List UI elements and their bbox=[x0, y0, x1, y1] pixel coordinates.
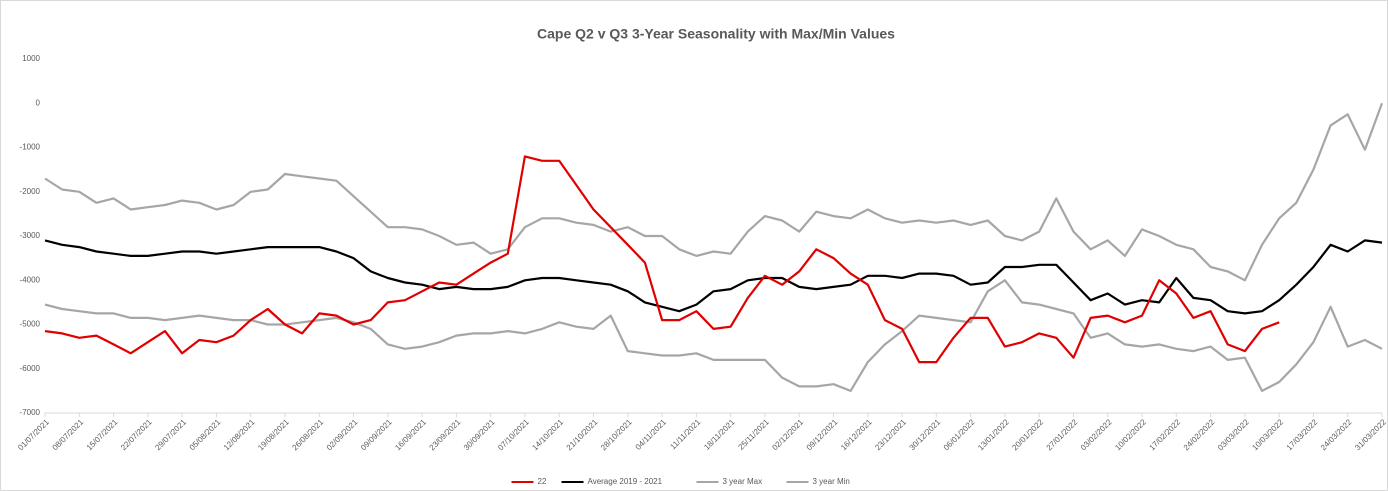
y-tick-label: -3000 bbox=[20, 231, 41, 240]
y-tick-label: 1000 bbox=[22, 54, 40, 63]
series-line bbox=[44, 279, 1383, 392]
legend-label: 3 year Min bbox=[813, 477, 850, 486]
series-line bbox=[44, 155, 1280, 364]
series-line bbox=[44, 102, 1384, 282]
legend-label: 22 bbox=[538, 477, 547, 486]
y-tick-label: -6000 bbox=[20, 364, 41, 373]
y-tick-label: -1000 bbox=[20, 143, 41, 152]
y-tick-label: -5000 bbox=[20, 320, 41, 329]
y-tick-label: -4000 bbox=[20, 275, 41, 284]
legend-label: 3 year Max bbox=[723, 477, 763, 486]
series-line bbox=[44, 239, 1383, 315]
y-tick-label: -2000 bbox=[20, 187, 41, 196]
y-tick-label: 0 bbox=[36, 98, 41, 107]
y-tick-label: -7000 bbox=[20, 408, 41, 417]
chart-title: Cape Q2 v Q3 3-Year Seasonality with Max… bbox=[537, 26, 895, 42]
legend-label: Average 2019 - 2021 bbox=[588, 477, 663, 486]
